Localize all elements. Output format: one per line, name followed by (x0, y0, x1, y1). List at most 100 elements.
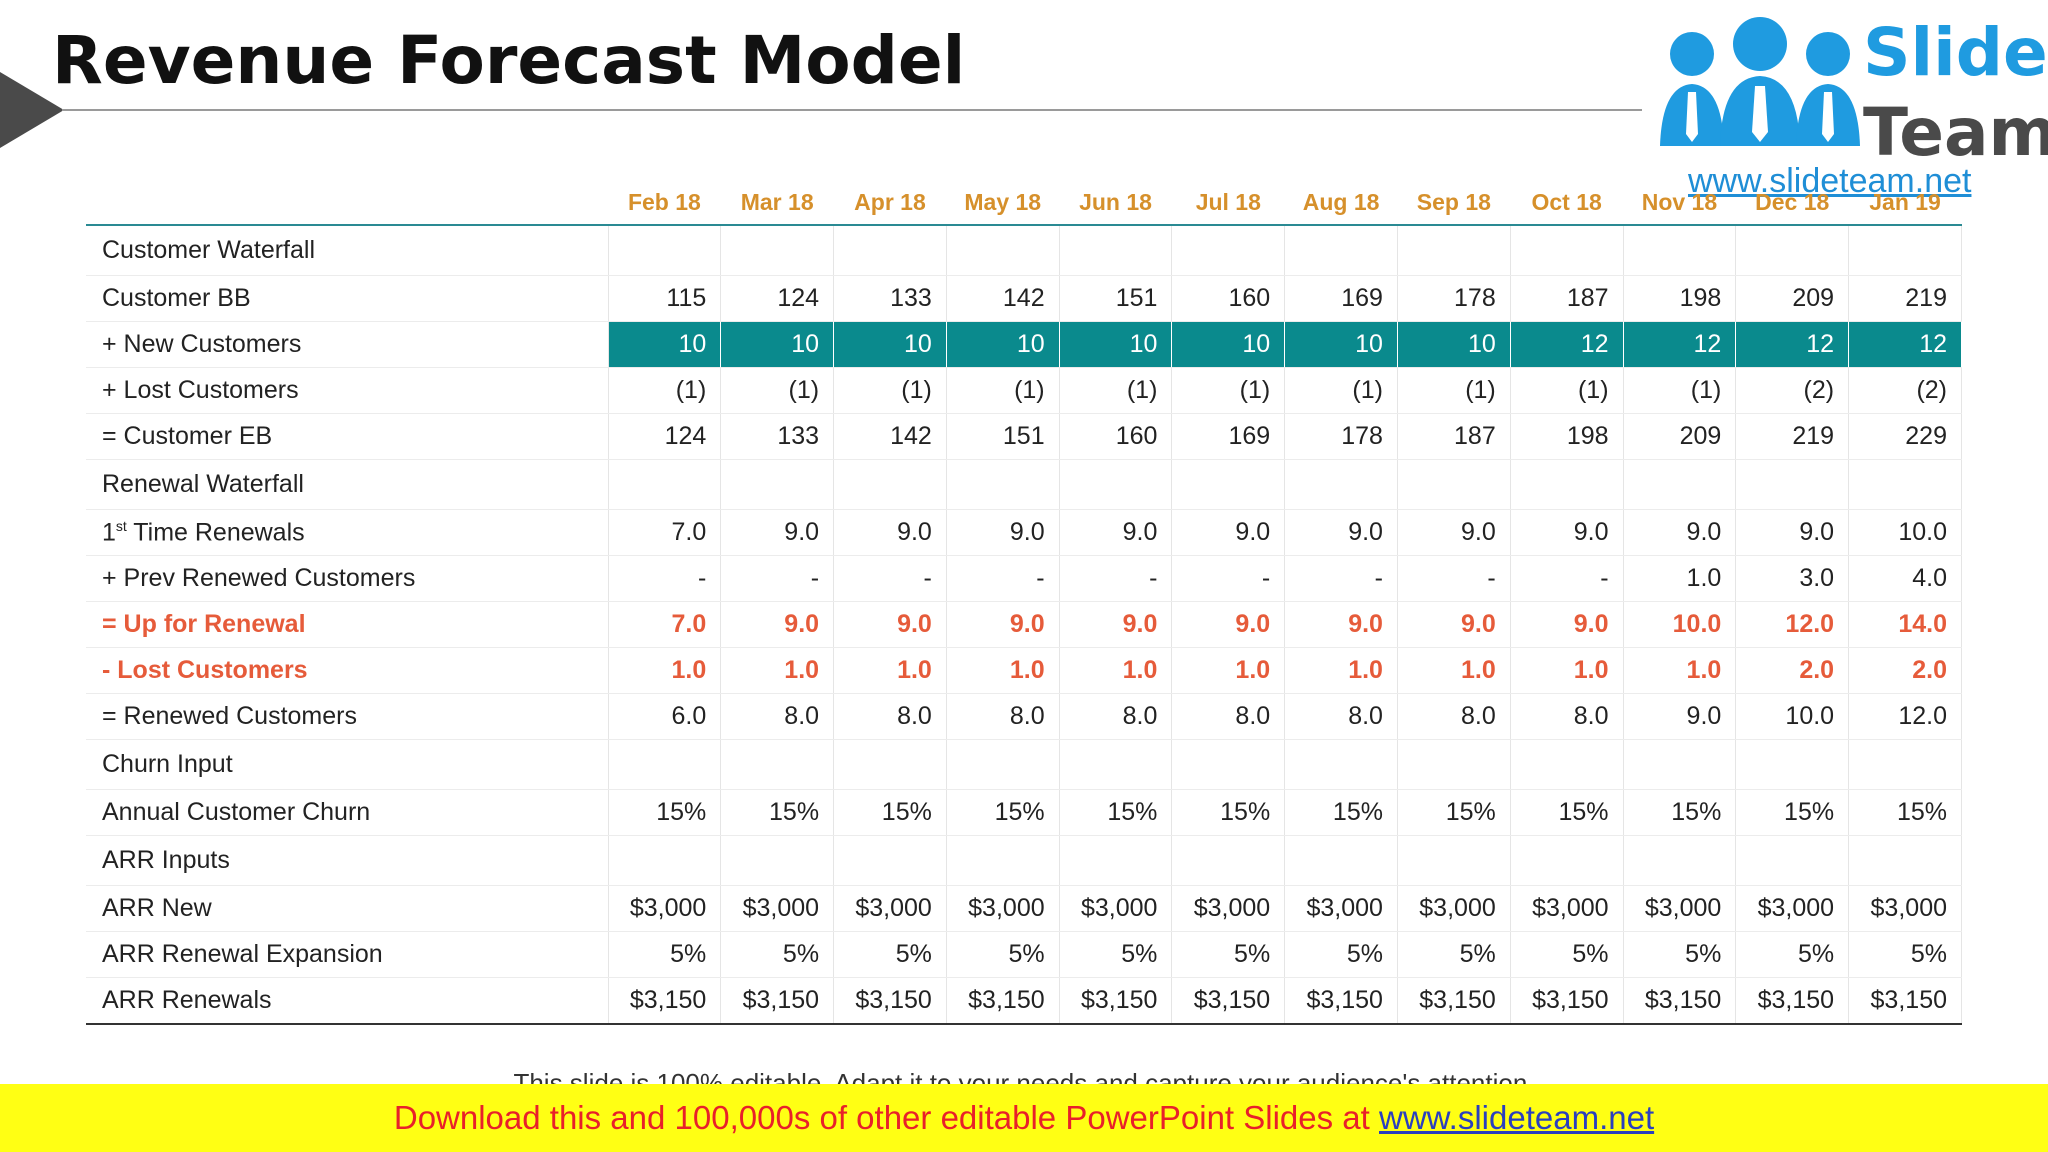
value-cell: 12 (1510, 321, 1624, 368)
value-cell: $3,000 (720, 885, 835, 932)
header-label-cell (86, 180, 608, 226)
value-cell: $3,150 (833, 977, 947, 1025)
row-label: = Up for Renewal (86, 601, 609, 648)
value-cell: 15% (1059, 789, 1173, 836)
value-cell: 209 (1623, 413, 1737, 460)
logo-word-team: Team (1863, 94, 2048, 171)
value-cell: (1) (1623, 367, 1737, 414)
value-cell: 1.0 (1171, 647, 1286, 694)
value-cell: 10 (720, 321, 835, 368)
value-cell: (1) (720, 367, 835, 414)
value-cell (1848, 739, 1962, 790)
table-row: = Renewed Customers 6.0 8.0 8.0 8.0 8.0 8.0 8.0… (86, 693, 1962, 740)
value-cell: 10 (1284, 321, 1398, 368)
value-cell (1059, 225, 1173, 276)
value-cell: 12 (1735, 321, 1850, 368)
value-cell (1848, 835, 1962, 886)
value-cell: 151 (946, 413, 1060, 460)
value-cell (720, 835, 835, 886)
value-cell (720, 225, 835, 276)
value-cell: 9.0 (720, 601, 835, 648)
value-cell: 187 (1397, 413, 1511, 460)
value-cell: 9.0 (1623, 509, 1737, 556)
value-cell: 10 (1397, 321, 1511, 368)
value-cell: (1) (1397, 367, 1511, 414)
row-label: ARR Renewal Expansion (86, 931, 609, 978)
value-cell: - (946, 555, 1060, 602)
people-icon (1660, 17, 1860, 146)
logo-word-slide: Slide (1863, 14, 2048, 91)
value-cell: 1.0 (946, 647, 1060, 694)
value-cell (1510, 835, 1624, 886)
value-cell: 10 (1059, 321, 1173, 368)
value-cell: 15% (1397, 789, 1511, 836)
value-cell: 5% (1059, 931, 1173, 978)
value-cell: (1) (1059, 367, 1173, 414)
value-cell: 198 (1510, 413, 1624, 460)
value-cell: 8.0 (946, 693, 1060, 740)
month-header: Jan 19 (1848, 180, 1962, 226)
value-cell: 187 (1510, 275, 1624, 322)
value-cell: $3,000 (833, 885, 947, 932)
value-cell: 15% (1735, 789, 1850, 836)
value-cell: - (1397, 555, 1511, 602)
value-cell: 5% (1397, 931, 1511, 978)
value-cell: 15% (1171, 789, 1286, 836)
value-cell: 9.0 (946, 601, 1060, 648)
value-cell (833, 225, 947, 276)
value-cell: $3,150 (1284, 977, 1398, 1025)
table-row: Customer Waterfall (86, 225, 1962, 276)
value-cell: 115 (608, 275, 722, 322)
value-cell: (1) (1284, 367, 1398, 414)
value-cell: 198 (1623, 275, 1737, 322)
value-cell: 9.0 (1510, 601, 1624, 648)
value-cell (720, 459, 835, 510)
value-cell: (1) (946, 367, 1060, 414)
table-row: - Lost Customers 1.0 1.0 1.0 1.0 1.0 1.0 1.0 1.0… (86, 647, 1962, 694)
value-cell: 133 (833, 275, 947, 322)
value-cell: 8.0 (720, 693, 835, 740)
row-label: ARR Inputs (86, 835, 609, 886)
value-cell: 9.0 (833, 509, 947, 556)
row-label: - Lost Customers (86, 647, 609, 694)
value-cell: $3,150 (1171, 977, 1286, 1025)
value-cell: 15% (1848, 789, 1962, 836)
value-cell: $3,000 (1397, 885, 1511, 932)
value-cell: 9.0 (1284, 601, 1398, 648)
banner-link[interactable]: www.slideteam.net (1379, 1099, 1655, 1136)
month-header: Dec 18 (1735, 180, 1849, 226)
value-cell: $3,000 (1623, 885, 1737, 932)
value-cell: 9.0 (1397, 509, 1511, 556)
value-cell: 1.0 (1397, 647, 1511, 694)
value-cell: - (1171, 555, 1286, 602)
value-cell: 10 (608, 321, 722, 368)
value-cell: 15% (720, 789, 835, 836)
value-cell (946, 835, 1060, 886)
value-cell: 12 (1848, 321, 1962, 368)
table-row: + New Customers 10 10 10 10 10 10 10 10 12 12 12 12 (86, 321, 1962, 368)
table-row: + Prev Renewed Customers - - - - - - - - -1.0 3.0 4… (86, 555, 1962, 602)
value-cell: $3,150 (1510, 977, 1624, 1025)
value-cell: 8.0 (1171, 693, 1286, 740)
value-cell: $3,000 (1059, 885, 1173, 932)
value-cell: 8.0 (1510, 693, 1624, 740)
value-cell: 9.0 (1284, 509, 1398, 556)
row-label: + New Customers (86, 321, 609, 368)
value-cell: $3,000 (608, 885, 722, 932)
value-cell (1284, 459, 1398, 510)
value-cell: 219 (1735, 413, 1850, 460)
value-cell: $3,000 (1510, 885, 1624, 932)
value-cell (1397, 459, 1511, 510)
value-cell: 3.0 (1735, 555, 1850, 602)
row-label: Annual Customer Churn (86, 789, 609, 836)
value-cell (608, 225, 722, 276)
page-title: Revenue Forecast Model (52, 22, 966, 99)
value-cell (833, 739, 947, 790)
value-cell: 8.0 (1059, 693, 1173, 740)
value-cell (1510, 459, 1624, 510)
value-cell: 9.0 (1059, 509, 1173, 556)
table-row: + Lost Customers (1) (1) (1) (1) (1) (1) (1) (1)… (86, 367, 1962, 414)
value-cell: 124 (608, 413, 722, 460)
value-cell: $3,000 (1171, 885, 1286, 932)
value-cell: 9.0 (1735, 509, 1850, 556)
